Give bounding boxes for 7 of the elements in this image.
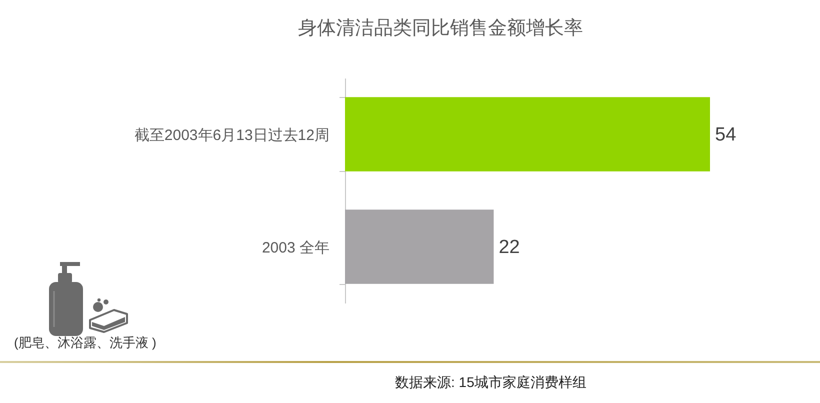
y-tick-label: 截至2003年6月13日过去12周 [134,126,330,144]
source-note: 数据来源: 15城市家庭消费样组 [395,374,586,392]
y-tick-label: 2003 全年 [262,239,330,256]
data-label: 22 [498,236,520,258]
text: (肥皂、沐浴露、洗手液 ) [14,334,156,352]
data-label: 54 [715,124,737,146]
chart-title: 身体清洁品类同比销售金额增长率 [298,17,583,39]
